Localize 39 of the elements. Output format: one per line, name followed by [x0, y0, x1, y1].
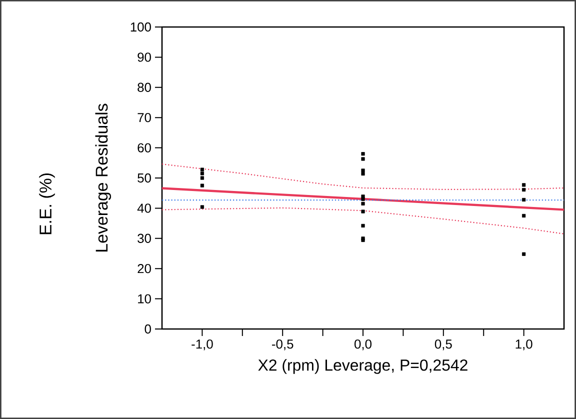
- y-tick-label: 20: [138, 264, 151, 274]
- y-tick-label: 90: [138, 52, 151, 62]
- point: [361, 152, 365, 156]
- point: [361, 197, 365, 201]
- point: [200, 172, 204, 176]
- point: [200, 168, 204, 172]
- text: E.E. (%): [39, 174, 55, 234]
- line-series: [162, 207, 564, 234]
- point: [522, 214, 526, 218]
- y-tick-label: 10: [138, 294, 151, 304]
- y-tick-label: 70: [138, 113, 151, 122]
- y-tick-label: 30: [138, 234, 151, 243]
- point: [522, 252, 526, 256]
- point: [200, 205, 204, 209]
- y-tick-label: 80: [138, 82, 151, 92]
- x-tick-label: 0,5: [434, 340, 452, 350]
- point: [200, 176, 204, 180]
- point: [522, 188, 526, 192]
- x-tick-label: -0,5: [272, 340, 294, 350]
- point: [361, 168, 365, 172]
- y-tick-label: 40: [137, 204, 151, 213]
- point: [522, 183, 526, 187]
- point: [361, 172, 365, 176]
- point: [361, 202, 365, 206]
- y-tick-label: 0: [144, 324, 151, 334]
- point: [361, 224, 365, 228]
- point: [522, 198, 526, 202]
- point: [361, 210, 365, 214]
- point: [361, 157, 365, 161]
- y-tick-label: 60: [138, 143, 151, 152]
- x-axis-title: X2 (rpm) Leverage, P=0,2542: [258, 359, 468, 374]
- line-series: [162, 164, 564, 190]
- point: [200, 184, 204, 188]
- y-tick-label: 50: [138, 173, 151, 183]
- y-tick-label: 100: [130, 22, 151, 32]
- x-tick-label: -1,0: [192, 340, 213, 350]
- x-tick-label: 0,0: [354, 340, 372, 350]
- y-axis-title: Leverage Residuals: [95, 104, 112, 252]
- x-tick-label: 1,0: [516, 340, 532, 350]
